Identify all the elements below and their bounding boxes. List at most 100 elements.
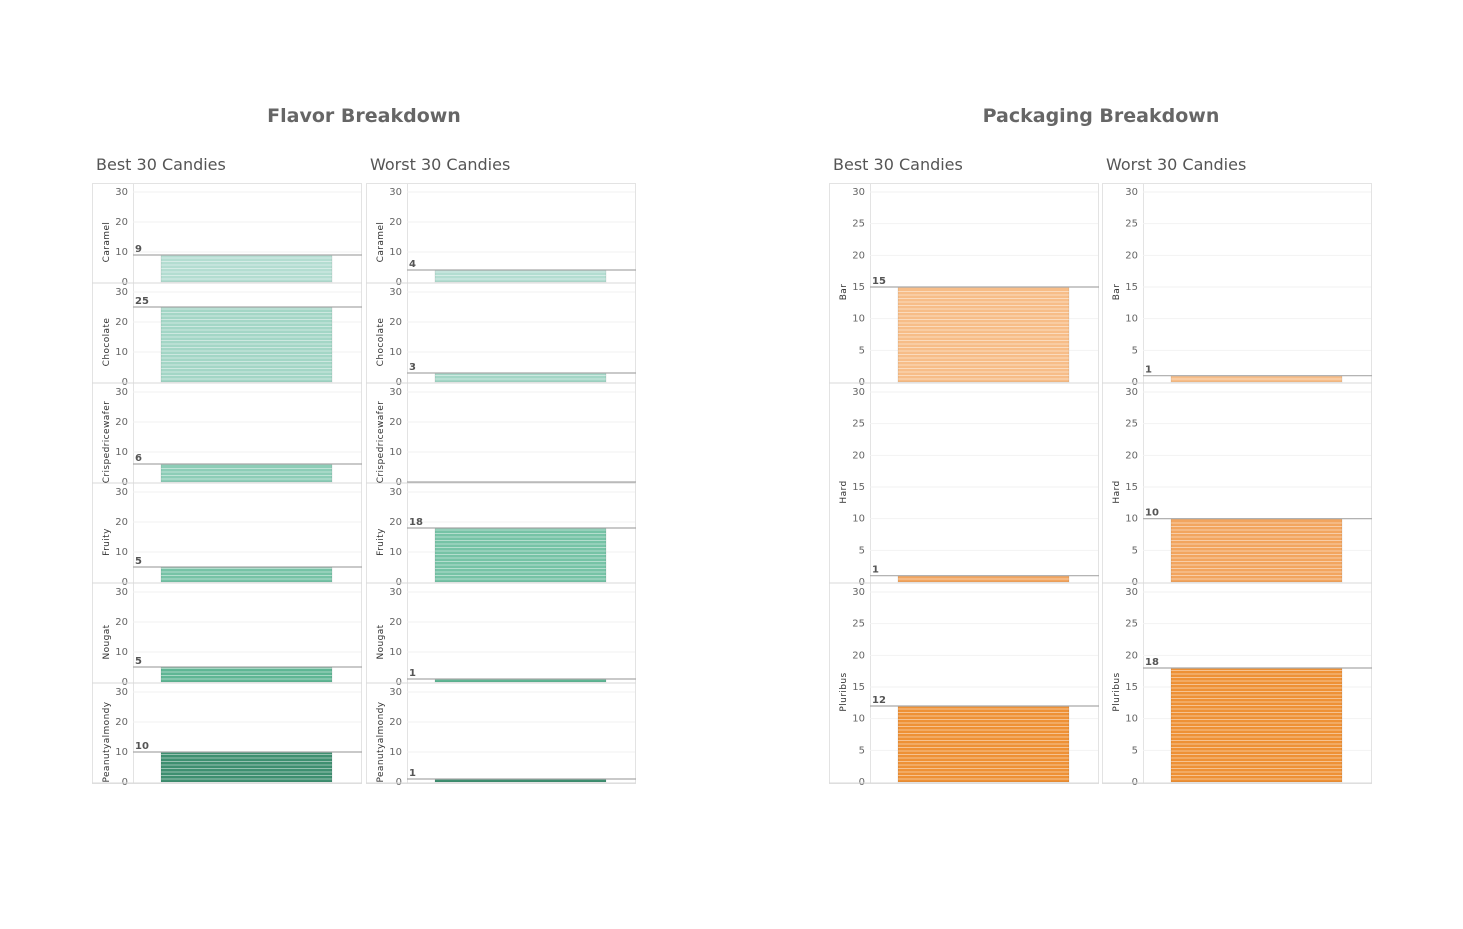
y-tick-label: 15: [1125, 482, 1138, 493]
y-tick-label: 25: [852, 619, 865, 630]
packaging-worst-title: Worst 30 Candies: [1106, 155, 1247, 174]
bar[interactable]: [161, 667, 332, 682]
category-label: Nougat: [102, 624, 112, 659]
panel-frame: [829, 183, 1099, 784]
value-label: 18: [1145, 657, 1159, 668]
category-label: Peanutyalmondy: [102, 701, 112, 782]
bar[interactable]: [1171, 518, 1342, 582]
y-tick-label: 30: [389, 587, 402, 598]
y-tick-label: 0: [396, 777, 402, 785]
y-tick-label: 10: [115, 747, 128, 758]
y-tick-label: 25: [1125, 419, 1138, 430]
category-label: Chocolate: [376, 318, 386, 367]
value-label: 12: [872, 695, 886, 706]
y-tick-label: 20: [389, 317, 402, 328]
bar[interactable]: [898, 287, 1069, 382]
flavor-breakdown-title: Flavor Breakdown: [267, 105, 461, 127]
y-tick-label: 10: [852, 514, 865, 525]
y-tick-label: 10: [389, 347, 402, 358]
y-tick-label: 0: [859, 777, 865, 785]
bar[interactable]: [1171, 668, 1342, 782]
y-tick-label: 30: [1125, 587, 1138, 598]
y-tick-label: 25: [1125, 219, 1138, 230]
y-tick-label: 20: [389, 517, 402, 528]
bar[interactable]: [898, 706, 1069, 782]
bar[interactable]: [435, 779, 606, 782]
category-label: Chocolate: [102, 318, 112, 367]
bar[interactable]: [161, 464, 332, 482]
y-tick-label: 5: [859, 745, 865, 756]
y-tick-label: 15: [1125, 282, 1138, 293]
y-tick-label: 30: [852, 187, 865, 198]
y-tick-label: 10: [115, 247, 128, 258]
bar[interactable]: [161, 752, 332, 782]
value-label: 10: [1145, 508, 1159, 519]
bar[interactable]: [898, 575, 1069, 582]
packaging-best-title: Best 30 Candies: [833, 155, 963, 174]
y-tick-label: 20: [852, 250, 865, 261]
value-label: 4: [409, 259, 416, 270]
packaging-worst-svg: 051015202530Bar1051015202530Hard10051015…: [1102, 183, 1372, 788]
y-tick-label: 20: [115, 217, 128, 228]
y-tick-label: 0: [122, 777, 128, 785]
y-tick-label: 20: [852, 650, 865, 661]
bar[interactable]: [435, 373, 606, 382]
value-label: 6: [135, 453, 142, 464]
y-tick-label: 10: [1125, 714, 1138, 725]
flavor-worst-title: Worst 30 Candies: [370, 155, 511, 174]
y-tick-label: 20: [115, 317, 128, 328]
y-tick-label: 10: [115, 447, 128, 458]
y-tick-label: 10: [1125, 514, 1138, 525]
y-tick-label: 30: [389, 487, 402, 498]
bar[interactable]: [161, 567, 332, 582]
y-tick-label: 15: [852, 282, 865, 293]
category-label: Bar: [839, 284, 849, 301]
category-label: Fruity: [102, 528, 112, 556]
value-label: 15: [872, 276, 886, 287]
y-tick-label: 20: [115, 517, 128, 528]
flavor-best-title: Best 30 Candies: [96, 155, 226, 174]
category-label: Fruity: [376, 528, 386, 556]
category-label: Caramel: [102, 222, 112, 263]
value-label: 5: [135, 656, 142, 667]
y-tick-label: 15: [1125, 682, 1138, 693]
y-tick-label: 20: [852, 450, 865, 461]
value-label: 1: [409, 768, 416, 779]
y-tick-label: 10: [852, 714, 865, 725]
bar[interactable]: [161, 307, 332, 382]
y-tick-label: 5: [859, 345, 865, 356]
bar[interactable]: [161, 255, 332, 282]
category-label: Hard: [1112, 480, 1122, 503]
y-tick-label: 30: [115, 587, 128, 598]
value-label: 1: [409, 668, 416, 679]
category-label: Bar: [1112, 284, 1122, 301]
y-tick-label: 10: [389, 647, 402, 658]
y-tick-label: 20: [389, 417, 402, 428]
packaging-breakdown-title: Packaging Breakdown: [982, 105, 1220, 127]
category-label: Pluribus: [1112, 672, 1122, 711]
bar[interactable]: [435, 679, 606, 682]
value-label: 1: [1145, 365, 1152, 376]
value-label: 1: [872, 565, 879, 576]
flavor-best-svg: 0102030Caramel90102030Chocolate250102030…: [92, 183, 362, 788]
y-tick-label: 30: [389, 287, 402, 298]
flavor-worst-chart: 0102030Caramel40102030Chocolate30102030C…: [366, 183, 636, 789]
category-label: Crispedricewafer: [376, 401, 386, 484]
y-tick-label: 0: [1132, 777, 1138, 785]
bar[interactable]: [1171, 375, 1342, 382]
y-tick-label: 10: [389, 547, 402, 558]
y-tick-label: 30: [389, 687, 402, 698]
y-tick-label: 30: [115, 687, 128, 698]
y-tick-label: 30: [389, 187, 402, 198]
bar[interactable]: [435, 270, 606, 282]
y-tick-label: 20: [115, 417, 128, 428]
packaging-worst-chart: 051015202530Bar1051015202530Hard10051015…: [1102, 183, 1372, 789]
y-tick-label: 20: [115, 717, 128, 728]
y-tick-label: 30: [852, 587, 865, 598]
category-label: Peanutyalmondy: [376, 701, 386, 782]
category-label: Nougat: [376, 624, 386, 659]
flavor-worst-svg: 0102030Caramel40102030Chocolate30102030C…: [366, 183, 636, 788]
y-tick-label: 20: [1125, 450, 1138, 461]
y-tick-label: 5: [859, 545, 865, 556]
bar[interactable]: [435, 528, 606, 582]
